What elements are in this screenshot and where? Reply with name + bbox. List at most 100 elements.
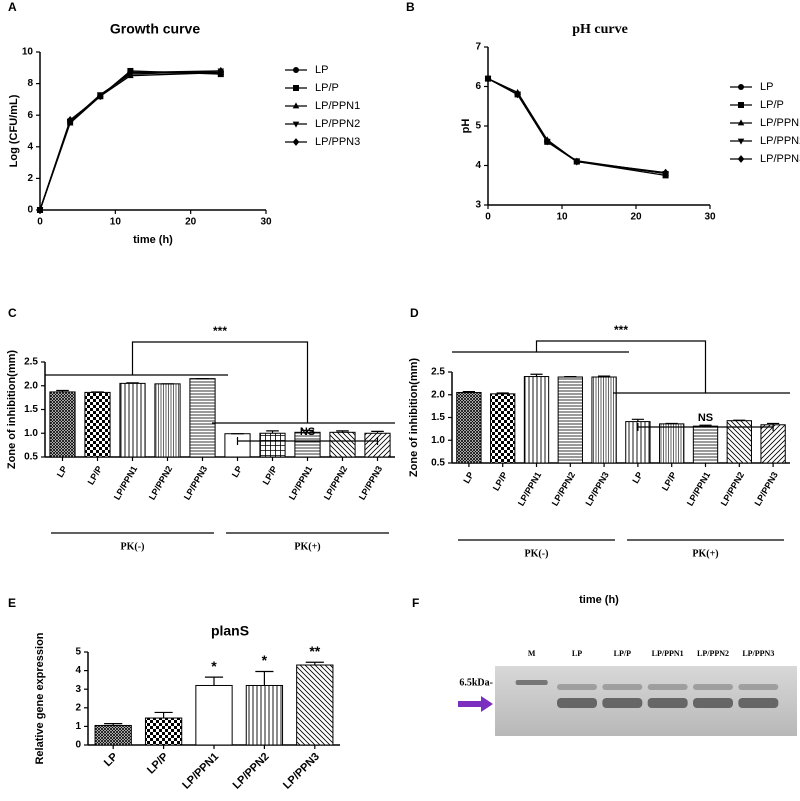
x-tick-label: 30 <box>704 212 716 223</box>
legend-label: LP <box>315 64 328 76</box>
legend-label: LP/PPN1 <box>315 100 360 112</box>
marker-label: 6.5kDa- <box>459 677 493 688</box>
y-tick-label: 0 <box>75 740 81 751</box>
bar <box>260 433 285 457</box>
gel-band <box>648 684 688 690</box>
x-tick-label: LP <box>55 464 69 479</box>
x-tick-label: 10 <box>556 212 568 223</box>
x-axis-label: time (h) <box>133 234 173 246</box>
y-tick-label: 0 <box>27 205 33 216</box>
x-tick-label: LP <box>102 751 120 769</box>
bar <box>524 377 548 463</box>
x-tick-label: 10 <box>110 217 122 228</box>
x-tick-label: LP/PPN1 <box>112 464 139 501</box>
x-tick-label: 0 <box>37 217 43 228</box>
significance-label: ** <box>309 643 320 659</box>
x-tick-label: LP/PPN2 <box>550 470 577 507</box>
x-tick-label: 20 <box>630 212 642 223</box>
x-tick-label: LP/PPN3 <box>583 470 610 507</box>
x-tick-label: 20 <box>185 217 197 228</box>
bar <box>491 394 515 463</box>
gel-band <box>557 684 597 690</box>
y-tick-label: 5 <box>75 647 81 658</box>
x-tick-label: LP/PPN1 <box>685 470 712 507</box>
bar <box>660 424 684 463</box>
significance-label: *** <box>614 323 628 337</box>
y-axis-label: Zone of inhibition(mm) <box>408 358 420 477</box>
gel-band <box>602 684 642 690</box>
significance-label: * <box>211 658 217 674</box>
legend-label: LP/P <box>315 82 339 94</box>
legend-marker <box>738 84 744 90</box>
y-tick-label: 1.0 <box>24 428 38 439</box>
legend-label: LP/P <box>760 99 784 111</box>
significance-label: *** <box>213 324 227 338</box>
y-tick-label: 2.0 <box>24 380 38 391</box>
bar <box>85 392 110 457</box>
legend-marker <box>293 138 300 146</box>
y-tick-label: 4 <box>27 141 33 152</box>
panel-letter: E <box>8 596 16 610</box>
chart-title: planS <box>211 623 249 639</box>
gel-band <box>516 680 548 685</box>
bar <box>95 725 131 745</box>
legend-label: LP/PPN3 <box>760 153 800 165</box>
x-tick-label: LP/PPN1 <box>180 751 221 792</box>
group-label: PK(+) <box>294 541 320 552</box>
series-line <box>40 71 221 210</box>
significance-label: * <box>262 652 268 668</box>
bar <box>190 379 215 457</box>
gel-band <box>648 698 688 708</box>
panel-letter: C <box>8 306 17 320</box>
y-tick-label: 6 <box>27 110 33 121</box>
y-tick-label: 2.5 <box>431 367 445 378</box>
y-tick-label: 6 <box>475 81 481 92</box>
y-tick-label: 0.5 <box>24 452 38 463</box>
y-tick-label: 5 <box>475 121 481 132</box>
bar <box>457 392 481 463</box>
bar <box>330 432 355 457</box>
x-tick-label: LP/PPN3 <box>182 464 209 501</box>
series-line <box>40 71 221 210</box>
legend-label: LP/PPN3 <box>315 136 360 148</box>
bar <box>246 685 282 745</box>
ns-label: NS <box>300 426 315 438</box>
x-tick-label: LP/PPN2 <box>719 470 746 507</box>
y-tick-label: 1.0 <box>431 435 445 446</box>
arrow <box>458 696 493 712</box>
group-label: PK(-) <box>525 548 549 559</box>
y-tick-label: 4 <box>75 665 81 676</box>
y-tick-label: 1.5 <box>24 404 38 415</box>
x-tick-label: LP/PPN3 <box>357 464 384 501</box>
gel-band <box>738 698 778 708</box>
y-axis-label: pH <box>460 119 472 134</box>
lane-label: M <box>528 649 536 658</box>
bar <box>50 392 75 457</box>
x-tick-label: 30 <box>260 217 272 228</box>
x-tick-label: LP <box>230 464 244 479</box>
bar <box>592 377 616 463</box>
panel-letter: D <box>410 306 419 320</box>
x-tick-label: LP/P <box>261 464 280 486</box>
panel-letter: A <box>8 0 17 14</box>
x-tick-label: LP/P <box>660 470 679 492</box>
y-axis-label: Zone of inhibition(mm) <box>6 350 18 469</box>
y-tick-label: 1 <box>75 721 81 732</box>
y-tick-label: 2.5 <box>24 357 38 368</box>
bar <box>145 718 181 745</box>
bar <box>120 383 145 457</box>
series-line <box>40 73 221 210</box>
lane-label: LP/PPN1 <box>652 649 684 658</box>
bar <box>155 384 180 457</box>
x-tick-label: LP/P <box>145 751 171 777</box>
lane-label: LP/PPN3 <box>742 649 774 658</box>
legend-marker <box>738 102 744 108</box>
series-line <box>40 73 221 210</box>
group-label: PK(-) <box>121 541 145 552</box>
y-tick-label: 8 <box>27 78 33 89</box>
y-tick-label: 2 <box>75 702 81 713</box>
y-tick-label: 3 <box>75 684 81 695</box>
y-tick-label: 2 <box>27 173 33 184</box>
error-bar <box>255 672 273 686</box>
